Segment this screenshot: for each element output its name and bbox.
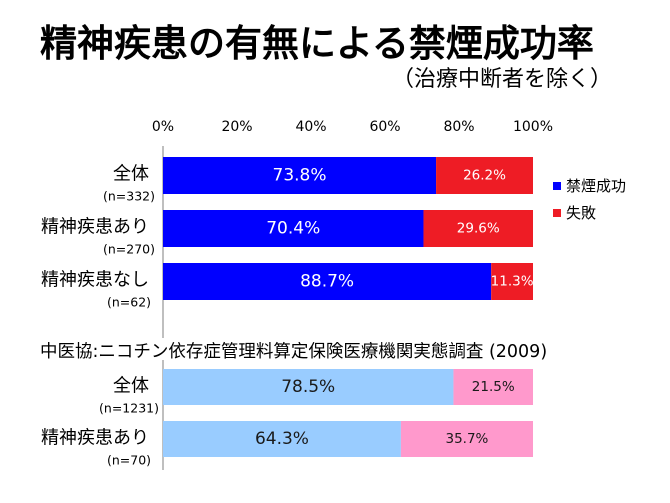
chart0-x-tick-label-1: 20% xyxy=(221,119,252,135)
slide-subtitle: （治療中断者を除く） xyxy=(391,67,612,92)
chart1-data-label-0-1: 21.5% xyxy=(472,379,515,395)
chart0-category-label-1: 精神疾患あり xyxy=(41,217,149,238)
chart1-data-label-1-0: 64.3% xyxy=(255,429,309,449)
chart0-data-label-2-1: 11.3% xyxy=(491,274,534,290)
chart1-bar-0-segment-0 xyxy=(163,369,454,405)
chart0-x-tick-label-5: 100% xyxy=(513,119,553,135)
chart1-category-note-1: (n=70) xyxy=(107,453,151,468)
chart1-category-note-0: (n=1231) xyxy=(99,401,159,416)
chart0-category-label-2: 精神疾患なし xyxy=(41,270,149,291)
chart0-bar-2-segment-0 xyxy=(163,263,492,300)
chart1-category-label-0: 全体 xyxy=(113,376,149,397)
chart1-bar-1-segment-0 xyxy=(163,421,401,457)
chart1-bar-1-segment-1 xyxy=(400,421,533,457)
chart0-bar-2-segment-1 xyxy=(491,263,533,300)
chart0-data-label-2-0: 88.7% xyxy=(300,272,354,292)
chart0-category-label-0: 全体 xyxy=(113,164,149,185)
chart-cessation-by-psychiatric-status: 0% 20% 40% 60% 80% 100% 全体 (n=332) 73.8% 26.2% 精神疾… xyxy=(41,119,626,338)
legend-swatch-0 xyxy=(553,182,561,190)
chart0-data-label-0-0: 73.8% xyxy=(273,166,327,186)
chart0-x-tick-label-3: 60% xyxy=(369,119,400,135)
legend-label-0: 禁煙成功 xyxy=(566,177,626,195)
chart0-category-note-2: (n=62) xyxy=(107,295,151,310)
chart0-data-label-1-0: 70.4% xyxy=(266,219,320,239)
chart0-bar-1-segment-1 xyxy=(423,210,533,247)
chart0-x-tick-label-2: 40% xyxy=(295,119,326,135)
chart1-data-label-0-0: 78.5% xyxy=(281,377,335,397)
chart1-category-label-1: 精神疾患あり xyxy=(41,428,149,449)
chart1-bar-0-segment-1 xyxy=(453,369,533,405)
chart-survey-comparison: 全体 (n=1231) 78.5% 21.5% 精神疾患あり (n=70) 64.3% 35.… xyxy=(41,360,533,470)
chart0-bar-0-segment-0 xyxy=(163,157,437,194)
chart0-bar-1-segment-0 xyxy=(163,210,424,247)
chart0-category-note-1: (n=270) xyxy=(103,242,155,257)
chart0-x-tick-label-0: 0% xyxy=(152,119,174,135)
chart0-category-note-0: (n=332) xyxy=(103,189,155,204)
legend-label-1: 失敗 xyxy=(566,204,596,222)
chart0-x-tick-label-4: 80% xyxy=(443,119,474,135)
slide-title: 精神疾患の有無による禁煙成功率 xyxy=(40,22,594,65)
chart0-data-label-0-1: 26.2% xyxy=(463,168,506,184)
survey-source-caption: 中医協:ニコチン依存症管理料算定保険医療機関実態調査 (2009) xyxy=(40,342,548,362)
chart0-data-label-1-1: 29.6% xyxy=(457,221,500,237)
chart1-data-label-1-1: 35.7% xyxy=(446,431,489,447)
legend-swatch-1 xyxy=(553,209,561,217)
chart0-bar-0-segment-1 xyxy=(436,157,533,194)
